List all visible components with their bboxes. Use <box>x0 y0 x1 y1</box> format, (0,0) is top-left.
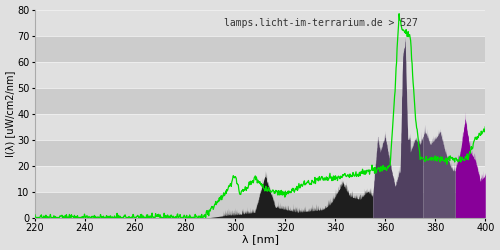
Bar <box>35 36 486 62</box>
Bar <box>35 192 486 218</box>
Bar <box>35 88 486 114</box>
Bar <box>35 166 486 192</box>
Bar <box>35 140 486 166</box>
Y-axis label: I(λ) [uW/cm2/nm]: I(λ) [uW/cm2/nm] <box>6 70 16 157</box>
Bar <box>35 114 486 140</box>
Bar <box>35 10 486 36</box>
X-axis label: λ [nm]: λ [nm] <box>242 234 279 244</box>
Bar <box>35 62 486 88</box>
Text: lamps.licht-im-terrarium.de > 527: lamps.licht-im-terrarium.de > 527 <box>224 18 418 28</box>
